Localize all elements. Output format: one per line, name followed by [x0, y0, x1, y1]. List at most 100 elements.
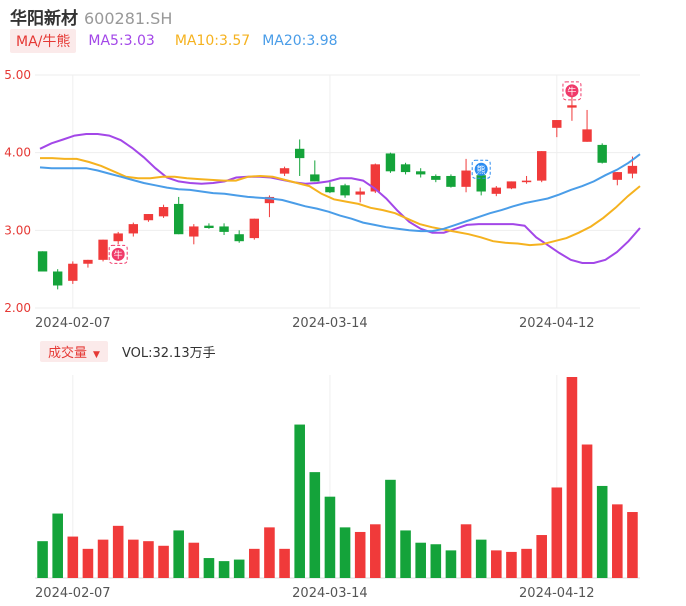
volume-bar: [370, 524, 381, 578]
volume-bar: [566, 377, 578, 578]
price-tick-label: 3.00: [4, 223, 31, 237]
volume-bar: [491, 550, 502, 578]
price-x-tick-label: 2024-03-14: [292, 316, 368, 331]
candle-body: [627, 165, 638, 174]
volume-value: VOL:32.13万手: [121, 345, 216, 361]
candle-body: [68, 263, 78, 281]
candle-body: [582, 129, 592, 142]
volume-bar: [521, 548, 532, 578]
candle-body: [491, 187, 502, 194]
volume-bar: [128, 539, 139, 578]
candle-body: [612, 172, 623, 180]
ma20-legend: MA20:3.98: [262, 33, 338, 49]
volume-bar: [596, 485, 608, 578]
candle-body: [597, 144, 607, 163]
volume-bar: [294, 424, 305, 578]
volume-x-tick-label: 2024-03-14: [292, 586, 368, 601]
volume-bar: [309, 472, 321, 578]
volume-bar: [354, 531, 366, 578]
candle-body: [355, 191, 365, 195]
candle-body: [249, 218, 260, 239]
svg-text:牛: 牛: [567, 85, 576, 97]
candle-body: [400, 164, 411, 173]
volume-bar: [612, 504, 623, 578]
stock-code: 600281.SH: [84, 9, 173, 28]
bear-marker-icon: 熊: [471, 159, 491, 179]
candle-body: [37, 251, 48, 272]
price-tick-label: 4.00: [4, 146, 31, 160]
candle-body: [143, 214, 154, 221]
candle-body: [370, 164, 381, 192]
stock-header: 华阳新材 600281.SH: [10, 4, 173, 29]
volume-bar: [324, 496, 336, 578]
price-x-tick-label: 2024-02-07: [35, 316, 111, 331]
price-tick-label: 2.00: [4, 301, 31, 315]
candle-body: [113, 233, 123, 242]
volume-legend: 成交量 ▼ VOL:32.13万手: [40, 340, 216, 362]
volume-bar: [143, 541, 154, 578]
candle-body: [385, 153, 396, 172]
candle-body: [128, 224, 139, 234]
ma5-legend: MA5:3.03: [88, 33, 155, 49]
svg-text:熊: 熊: [477, 164, 486, 176]
volume-bar: [249, 548, 260, 578]
candle-body: [264, 196, 275, 204]
candle-body: [415, 171, 426, 175]
volume-bar: [385, 479, 396, 578]
candle-body: [461, 170, 471, 187]
candle-body: [521, 180, 532, 183]
candle-body: [536, 151, 547, 181]
candle-body: [476, 175, 486, 192]
volume-bar: [415, 542, 426, 578]
candle-body: [204, 225, 214, 229]
bull-marker-icon: 牛: [108, 244, 128, 264]
candle-body: [83, 259, 93, 264]
volume-bar: [475, 539, 487, 578]
volume-bar: [112, 525, 124, 578]
volume-bar: [279, 548, 290, 578]
volume-bar: [52, 513, 63, 578]
volume-bar: [627, 512, 638, 578]
volume-bar: [173, 530, 184, 578]
volume-bar: [581, 444, 593, 578]
candle-body: [567, 105, 577, 108]
ma5-line: [39, 133, 641, 264]
bull-marker-icon: 牛: [562, 81, 582, 101]
volume-bar: [218, 561, 230, 578]
candle-body: [158, 207, 169, 217]
volume-bar: [67, 536, 79, 578]
price-tick-label: 5.00: [4, 68, 31, 82]
volume-bar: [445, 550, 457, 578]
chevron-down-icon: ▼: [93, 349, 100, 360]
volume-x-tick-label: 2024-02-07: [35, 586, 111, 601]
candle-body: [431, 175, 441, 180]
volume-selector-button[interactable]: 成交量 ▼: [40, 340, 108, 362]
volume-bar: [551, 487, 563, 578]
candle-body: [310, 174, 320, 182]
candle-body: [340, 185, 350, 196]
candle-body: [219, 226, 229, 232]
volume-bar: [536, 535, 547, 578]
stock-name: 华阳新材: [10, 9, 78, 29]
candle-body: [446, 175, 456, 187]
candle-body: [279, 168, 290, 174]
volume-bar: [506, 551, 517, 578]
volume-bar: [430, 544, 442, 578]
candle-body: [325, 186, 335, 193]
price-x-tick-label: 2024-04-12: [519, 316, 595, 331]
volume-selector-label: 成交量: [48, 345, 88, 361]
candle-body: [234, 234, 244, 242]
volume-bar: [97, 539, 109, 578]
volume-bar: [158, 545, 169, 578]
ma-selector-button[interactable]: MA/牛熊: [10, 29, 77, 53]
candle-body: [189, 226, 199, 237]
volume-bar: [37, 541, 48, 578]
candle-body: [552, 120, 562, 128]
candle-body: [52, 271, 63, 286]
volume-x-tick-label: 2024-04-12: [519, 586, 595, 601]
svg-text:牛: 牛: [114, 249, 123, 261]
candle-body: [173, 203, 184, 235]
ma10-line: [40, 157, 641, 247]
ma10-legend: MA10:3.57: [174, 33, 251, 49]
volume-bar: [233, 559, 245, 578]
